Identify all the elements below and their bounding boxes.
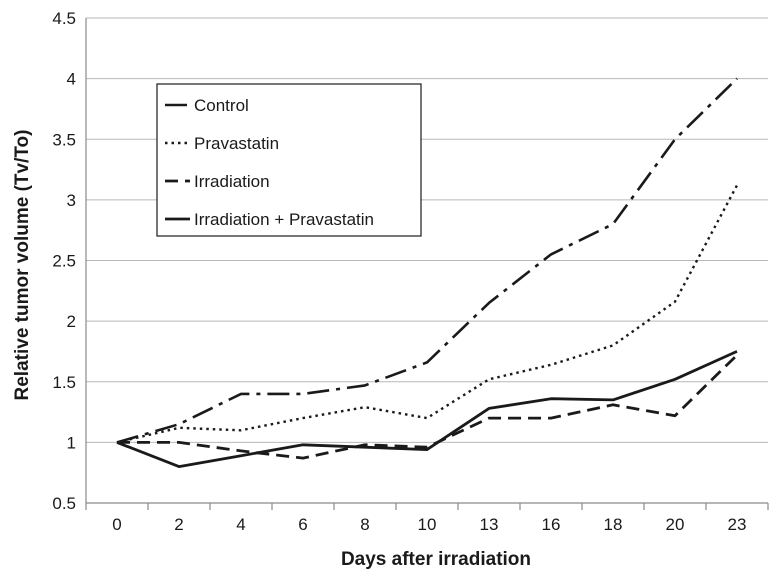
- y-tick-label: 2: [67, 312, 76, 331]
- y-tick-label: 2.5: [52, 252, 76, 271]
- y-tick-label: 1: [67, 433, 76, 452]
- x-tick-label: 23: [728, 515, 747, 534]
- x-tick-label: 4: [236, 515, 245, 534]
- legend-label: Irradiation: [194, 172, 270, 191]
- legend-label: Control: [194, 96, 249, 115]
- x-axis-title: Days after irradiation: [341, 549, 531, 570]
- x-tick-label: 18: [604, 515, 623, 534]
- series-line-irradiation-pravastatin: [116, 350, 738, 469]
- y-tick-label: 3.5: [52, 130, 76, 149]
- y-axis-title: Relative tumor volume (Tv/To): [12, 130, 33, 401]
- tick-labels: 0.5 1 1.5 2 2.5 3 3.5 4 4.5 0 2 4 6 8 10 13 16 18 20 23: [52, 9, 746, 534]
- x-tick-label: 8: [360, 515, 369, 534]
- legend: Control Pravastatin Irradiation Irradiation…: [156, 83, 422, 237]
- x-tick-label: 10: [418, 515, 437, 534]
- y-tick-label: 3: [67, 191, 76, 210]
- y-tick-label: 4: [67, 70, 76, 89]
- x-tick-label: 6: [298, 515, 307, 534]
- legend-label: Irradiation + Pravastatin: [194, 210, 374, 229]
- x-tick-label: 20: [666, 515, 685, 534]
- x-tick-label: 2: [174, 515, 183, 534]
- x-tick-label: 0: [112, 515, 121, 534]
- y-tick-label: 0.5: [52, 494, 76, 513]
- legend-label: Pravastatin: [194, 134, 279, 153]
- y-tick-label: 4.5: [52, 9, 76, 28]
- series-line-pravastatin: [116, 184, 739, 444]
- series-line-irradiation: [117, 354, 738, 460]
- data-series: [116, 77, 739, 469]
- x-tick-label: 16: [542, 515, 561, 534]
- legend-box: [156, 83, 422, 237]
- axes: [85, 18, 769, 510]
- y-tick-label: 1.5: [52, 373, 76, 392]
- series-line-control: [116, 77, 738, 444]
- x-tick-label: 13: [480, 515, 499, 534]
